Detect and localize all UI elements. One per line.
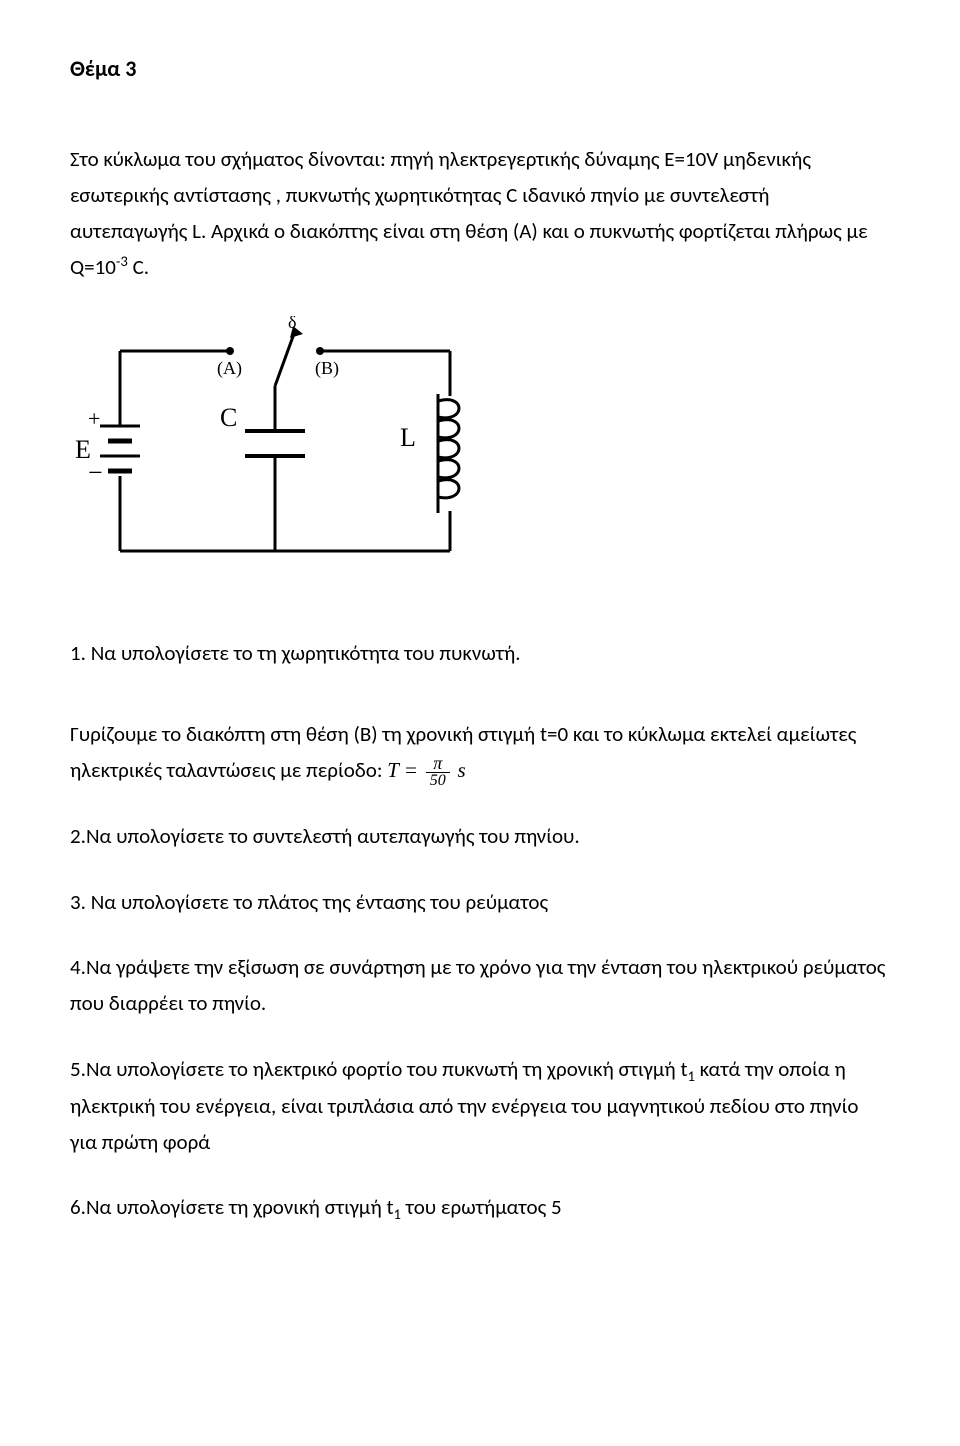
mid-paragraph: Γυρίζουμε το διακόπτη στη θέση (Β) τη χρ… [70,717,890,789]
question-6: 6.Να υπολογίσετε τη χρονική στιγμή t1 το… [70,1190,890,1227]
q6-sub: 1 [394,1205,401,1223]
question-3: 3. Να υπολογίσετε το πλάτος της έντασης … [70,885,890,921]
question-4: 4.Να γράψετε την εξίσωση σε συνάρτηση με… [70,950,890,1021]
intro-tail: C. [128,254,149,280]
question-5: 5.Να υπολογίσετε το ηλεκτρικό φορτίο του… [70,1052,890,1161]
formula-T: T = [387,758,418,782]
frac-den: 50 [426,773,450,789]
battery-plus: + [88,406,100,431]
q6-pre: 6.Να υπολογίσετε τη χρονική στιγμή t [70,1194,394,1220]
formula-fraction: π 50 [426,754,450,789]
switch-a-label: (A) [217,358,242,379]
switch-b-label: (B) [315,358,339,379]
formula-unit: s [457,758,465,782]
q5-pre: 5.Να υπολογίσετε το ηλεκτρικό φορτίο του… [70,1056,687,1082]
frac-num: π [426,754,450,773]
question-2: 2.Να υπολογίσετε το συντελεστή αυτεπαγωγ… [70,819,890,855]
question-1: 1. Να υπολογίσετε το τη χωρητικότητα του… [70,636,890,672]
intro-paragraph: Στο κύκλωμα του σχήματος δίνονται: πηγή … [70,142,890,286]
capacitor-label: C [220,403,237,432]
inductor-label: L [400,423,416,452]
switch-delta-label: δ [288,316,296,332]
q6-tail: του ερωτήματος 5 [401,1194,562,1220]
q5-sub: 1 [687,1067,694,1085]
battery-label: E [75,435,91,464]
intro-text: Στο κύκλωμα του σχήματος δίνονται: πηγή … [70,146,868,280]
topic-heading: Θέμα 3 [70,50,890,87]
circuit-diagram: + − E (A) (B) δ C L [70,316,890,576]
intro-exp: -3 [116,252,128,270]
